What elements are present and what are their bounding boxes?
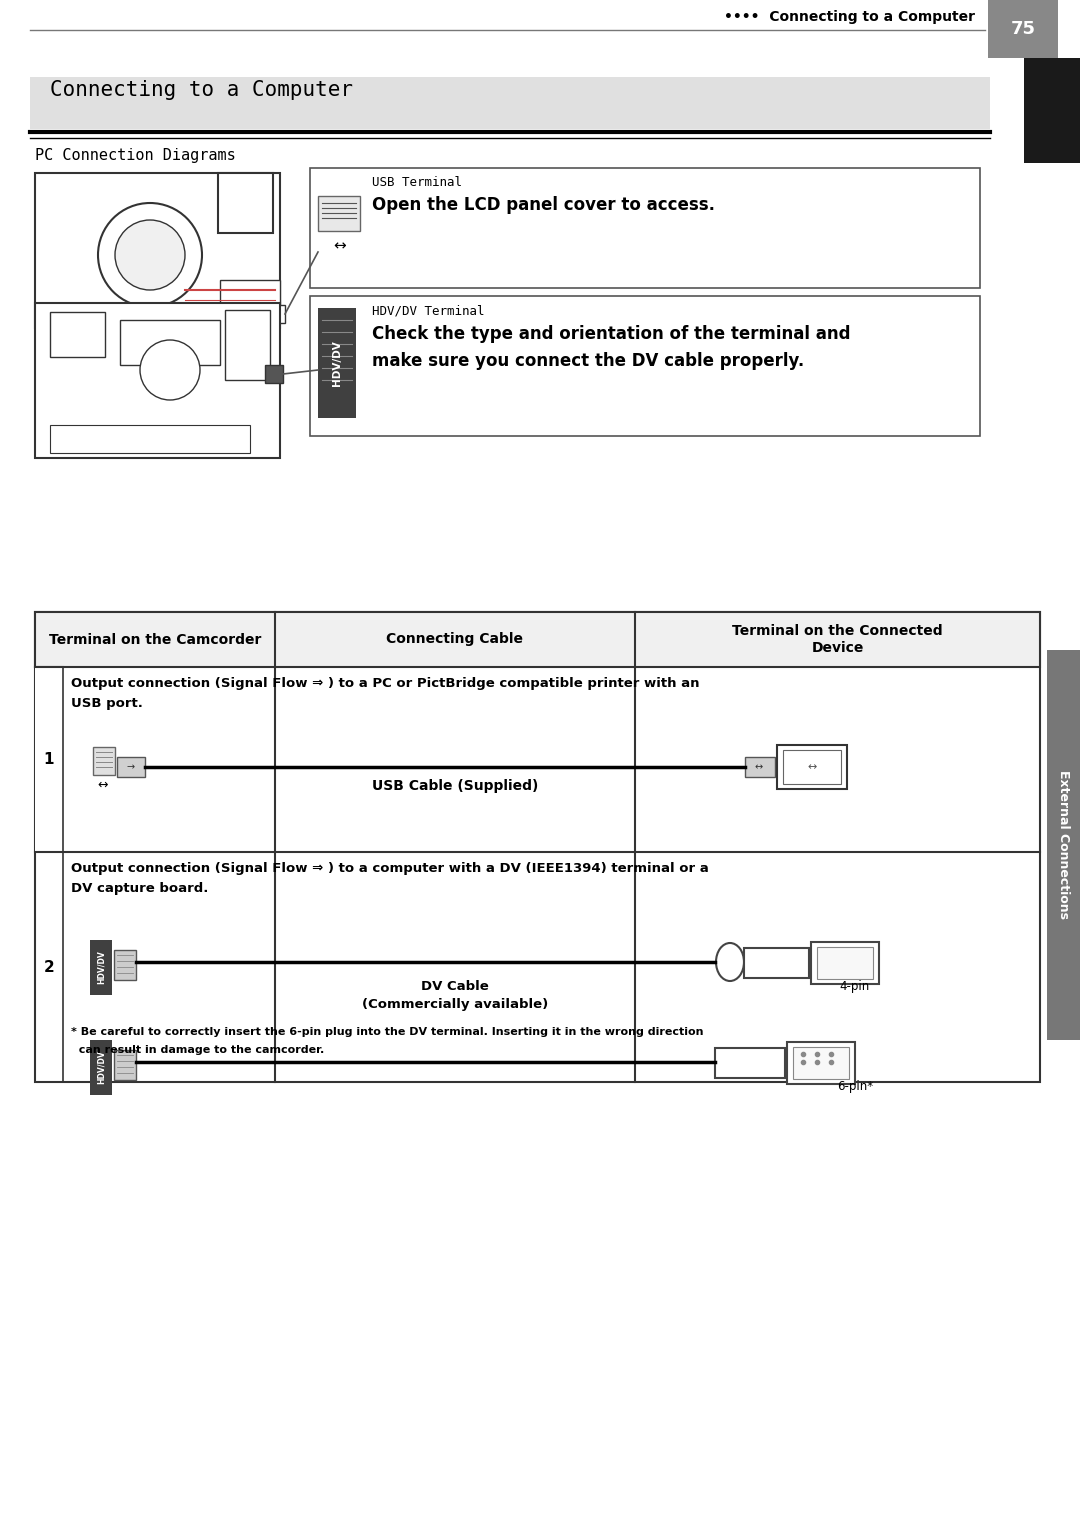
Bar [93,747,114,775]
Bar [1024,58,1080,163]
Text: (Commercially available): (Commercially available) [362,999,549,1011]
Bar [816,946,873,979]
Text: ↔: ↔ [98,779,108,792]
Text: USB Cable (Supplied): USB Cable (Supplied) [372,779,538,793]
Text: Open the LCD panel cover to access.: Open the LCD panel cover to access. [372,196,715,215]
Bar [318,196,360,232]
Bar [35,612,1040,667]
Text: DV Cable: DV Cable [421,980,489,992]
Text: 75: 75 [1011,20,1036,38]
Text: 2: 2 [43,959,54,974]
Bar [90,940,112,996]
Text: USB Terminal: USB Terminal [372,176,462,189]
Bar [90,1040,112,1095]
Bar [220,281,280,314]
Bar [35,304,280,459]
Text: External Connections: External Connections [1056,770,1069,919]
Bar [120,321,220,365]
Bar [777,746,847,788]
Circle shape [114,219,185,290]
Text: 6-pin*: 6-pin* [837,1080,873,1094]
Text: HDV/DV: HDV/DV [96,1051,106,1085]
Bar [117,756,145,778]
Text: 4-pin: 4-pin [840,980,870,992]
Bar [783,750,841,784]
Bar [744,948,809,979]
Text: Terminal on the Connected
Device: Terminal on the Connected Device [732,624,943,655]
Text: ↔: ↔ [808,762,816,772]
Circle shape [140,341,200,400]
Bar [114,950,136,980]
Circle shape [98,202,202,307]
Text: →: → [127,762,135,772]
Text: HDV/DV: HDV/DV [332,341,342,387]
Bar [50,311,105,357]
Ellipse shape [716,943,744,982]
Bar [30,77,990,129]
Bar [35,612,1040,1081]
Bar [265,365,283,384]
Text: Output connection (Signal Flow ⇒ ) to a computer with a DV (IEEE1394) terminal o: Output connection (Signal Flow ⇒ ) to a … [71,862,708,874]
Text: Output connection (Signal Flow ⇒ ) to a PC or PictBridge compatible printer with: Output connection (Signal Flow ⇒ ) to a … [71,676,700,690]
Bar [1047,650,1080,1040]
Bar [265,305,285,324]
Text: Terminal on the Camcorder: Terminal on the Camcorder [49,632,261,646]
Bar [218,173,273,233]
Bar [787,1042,855,1085]
Bar [715,1048,785,1078]
Bar [50,425,249,453]
Text: PC Connection Diagrams: PC Connection Diagrams [35,147,235,163]
Text: 1: 1 [44,752,54,767]
Bar [310,169,980,288]
Text: DV capture board.: DV capture board. [71,882,208,894]
Text: Connecting to a Computer: Connecting to a Computer [50,80,353,100]
Bar [811,942,879,983]
Text: ↔: ↔ [334,238,347,253]
Bar [114,1049,136,1080]
Bar [35,667,63,851]
Text: HDV/DV Terminal: HDV/DV Terminal [372,305,485,318]
Bar [988,0,1058,58]
Text: ↔: ↔ [755,762,764,772]
Text: ••••  Connecting to a Computer: •••• Connecting to a Computer [724,11,975,25]
Bar [318,308,356,417]
Text: USB port.: USB port. [71,696,143,710]
Text: Connecting Cable: Connecting Cable [387,632,524,646]
Text: Check the type and orientation of the terminal and: Check the type and orientation of the te… [372,325,851,344]
Text: HDV/DV: HDV/DV [96,950,106,983]
Text: make sure you connect the DV cable properly.: make sure you connect the DV cable prope… [372,351,805,370]
Text: can result in damage to the camcorder.: can result in damage to the camcorder. [71,1045,324,1055]
Bar [225,310,270,380]
Bar [745,756,775,778]
Bar [310,296,980,436]
Bar [793,1048,849,1078]
Text: * Be careful to correctly insert the 6-pin plug into the DV terminal. Inserting : * Be careful to correctly insert the 6-p… [71,1026,703,1037]
Bar [35,173,280,328]
